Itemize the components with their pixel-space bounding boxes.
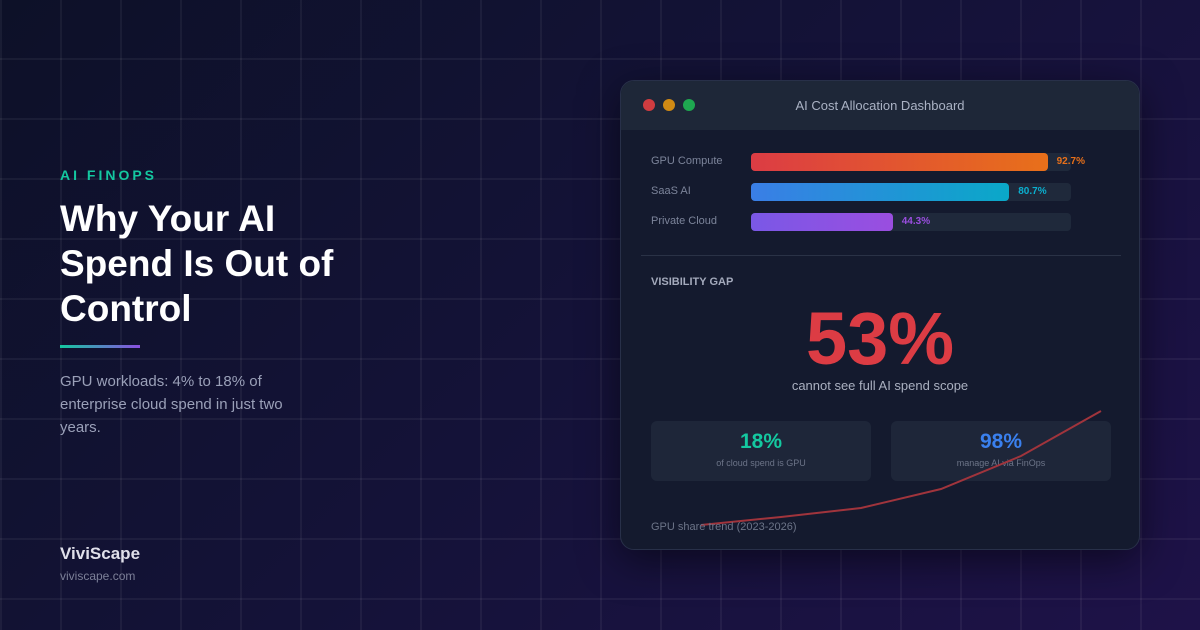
- bar-row: SaaS AI 80.7%: [651, 183, 1111, 201]
- bar-value: 92.7%: [1056, 156, 1085, 167]
- stat-value: 98%: [979, 430, 1023, 453]
- bar-label: SaaS AI: [651, 185, 691, 197]
- bar-fill: [751, 153, 1048, 171]
- bar-fill: [751, 213, 893, 231]
- bar-track: [751, 213, 1071, 231]
- bar-row: Private Cloud 44.3%: [651, 213, 1111, 231]
- bar-label: Private Cloud: [651, 215, 718, 227]
- bar-row: GPU Compute 92.7%: [651, 153, 1111, 171]
- bar-value: 44.3%: [901, 216, 931, 227]
- description: GPU workloads: 4% to 18% of enterprise c…: [60, 373, 283, 436]
- accent-rule: [60, 345, 140, 348]
- trend-label: GPU share trend (2023-2026): [651, 521, 797, 533]
- headline: Why Your AI Spend Is Out of Control: [60, 198, 334, 329]
- eyebrow: AI FINOPS: [60, 167, 158, 183]
- bar-track: [751, 183, 1071, 201]
- bar-fill: [751, 183, 1010, 201]
- bar-track: [751, 153, 1071, 171]
- bar-value: 80.7%: [1018, 186, 1047, 197]
- minimize-icon[interactable]: [663, 99, 675, 111]
- title-bar: AI Cost Allocation Dashboard: [621, 81, 1139, 130]
- stat-card-finops: 98% manage AI via FinOps: [891, 421, 1111, 481]
- stat-label: of cloud spend is GPU: [716, 458, 806, 468]
- window-title: AI Cost Allocation Dashboard: [795, 98, 965, 113]
- stat-label: manage AI via FinOps: [956, 458, 1046, 468]
- brand-name: ViviScape: [60, 544, 141, 563]
- divider: [641, 255, 1121, 256]
- stat-card-gpu: 18% of cloud spend is GPU: [651, 421, 871, 481]
- site-url[interactable]: viviscape.com: [60, 569, 136, 583]
- visibility-value: 53%: [805, 297, 955, 380]
- visibility-heading: VISIBILITY GAP: [651, 276, 734, 288]
- close-icon[interactable]: [643, 99, 655, 111]
- visibility-caption: cannot see full AI spend scope: [791, 378, 969, 393]
- stat-value: 18%: [739, 430, 783, 453]
- bar-label: GPU Compute: [651, 155, 723, 167]
- maximize-icon[interactable]: [683, 99, 695, 111]
- dashboard-window: AI Cost Allocation Dashboard GPU Compute…: [620, 80, 1140, 550]
